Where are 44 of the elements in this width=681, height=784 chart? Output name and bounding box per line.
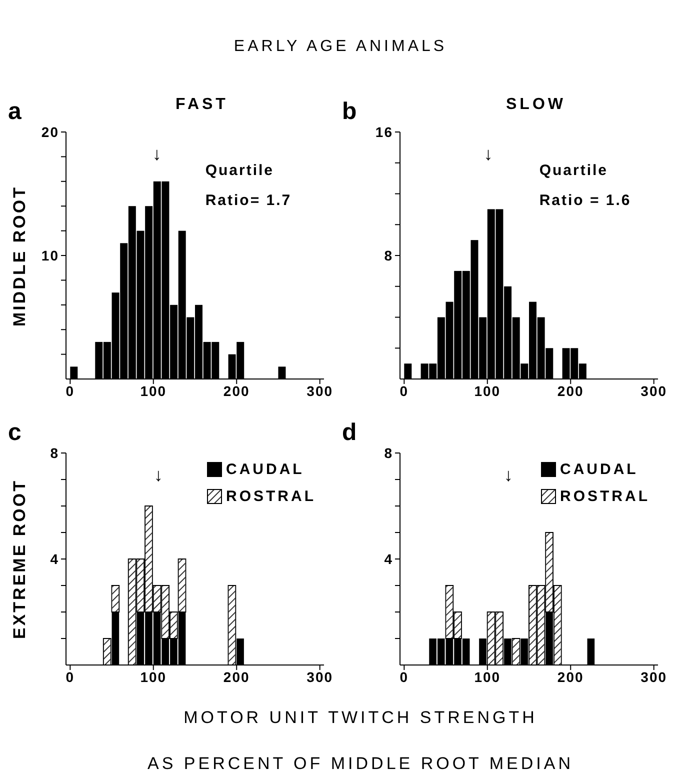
x-tick-label: 300 [640, 382, 668, 399]
text: d [342, 419, 357, 447]
y-axis-title: MIDDLE ROOT [10, 185, 30, 326]
x-tick-label: 100 [140, 382, 167, 399]
x-tick-label: 200 [223, 668, 250, 685]
legend-label: CAUDAL [560, 461, 638, 478]
y-tick-label: 4 [384, 550, 393, 567]
annotation: ↓ [152, 144, 162, 165]
x-tick-label: 0 [66, 382, 75, 399]
x-tick-label: 200 [223, 382, 250, 399]
chart-title: EARLY AGE ANIMALS [232, 37, 448, 57]
legend-label: ROSTRAL [226, 488, 316, 505]
annotation: ↓ [154, 465, 163, 486]
chart-subtitle: SLOW [506, 96, 566, 113]
y-tick-label: 10 [41, 247, 59, 264]
y-tick-label: 4 [50, 550, 59, 567]
x-tick-label: 200 [557, 668, 584, 685]
y-tick-label: 8 [50, 444, 59, 461]
text: b [342, 98, 357, 126]
text: a [8, 98, 22, 126]
x-tick-label: 100 [474, 382, 501, 399]
chart-subtitle: FAST [176, 96, 228, 113]
annotation: ↓ [504, 465, 513, 486]
x-tick-label: 0 [66, 668, 75, 685]
y-axis-title: EXTREME ROOT [10, 478, 30, 640]
y-tick-label: 8 [384, 247, 393, 264]
y-tick-label: 16 [375, 124, 393, 140]
x-tick-label: 200 [557, 382, 584, 399]
legend-label: CAUDAL [226, 461, 304, 478]
y-tick-label: 8 [384, 444, 393, 461]
annotation: Quartile Ratio = 1.6 [539, 161, 632, 211]
x-tick-label: 300 [306, 668, 334, 685]
text: MOTOR UNIT TWITCH STRENGTH AS PERCENT OF MIDDLE ROOT MEDIAN [148, 708, 574, 773]
x-tick-label: 300 [306, 382, 334, 399]
annotation: ↓ [484, 144, 493, 165]
x-tick-label: 0 [400, 382, 409, 399]
x-tick-label: 100 [140, 668, 167, 685]
legend-label: ROSTRAL [560, 488, 650, 505]
x-tick-label: 300 [640, 668, 668, 685]
text: c [8, 419, 22, 447]
annotation: Quartile Ratio= 1.7 [205, 161, 292, 211]
x-tick-label: 0 [400, 668, 409, 685]
y-tick-label: 20 [41, 124, 59, 140]
x-tick-label: 100 [474, 668, 501, 685]
